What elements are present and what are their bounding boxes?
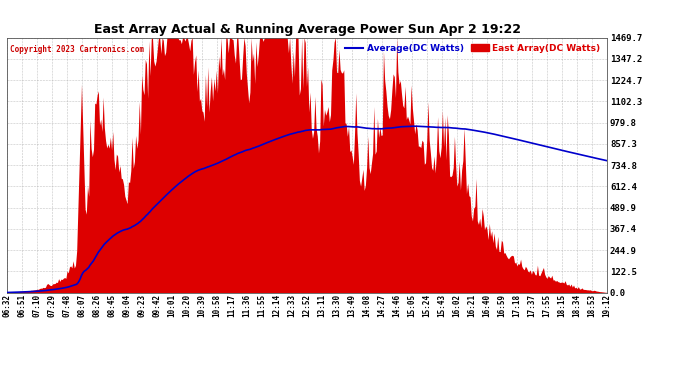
Text: Copyright 2023 Cartronics.com: Copyright 2023 Cartronics.com [10, 45, 144, 54]
Legend: Average(DC Watts), East Array(DC Watts): Average(DC Watts), East Array(DC Watts) [342, 40, 604, 56]
Title: East Array Actual & Running Average Power Sun Apr 2 19:22: East Array Actual & Running Average Powe… [94, 23, 520, 36]
